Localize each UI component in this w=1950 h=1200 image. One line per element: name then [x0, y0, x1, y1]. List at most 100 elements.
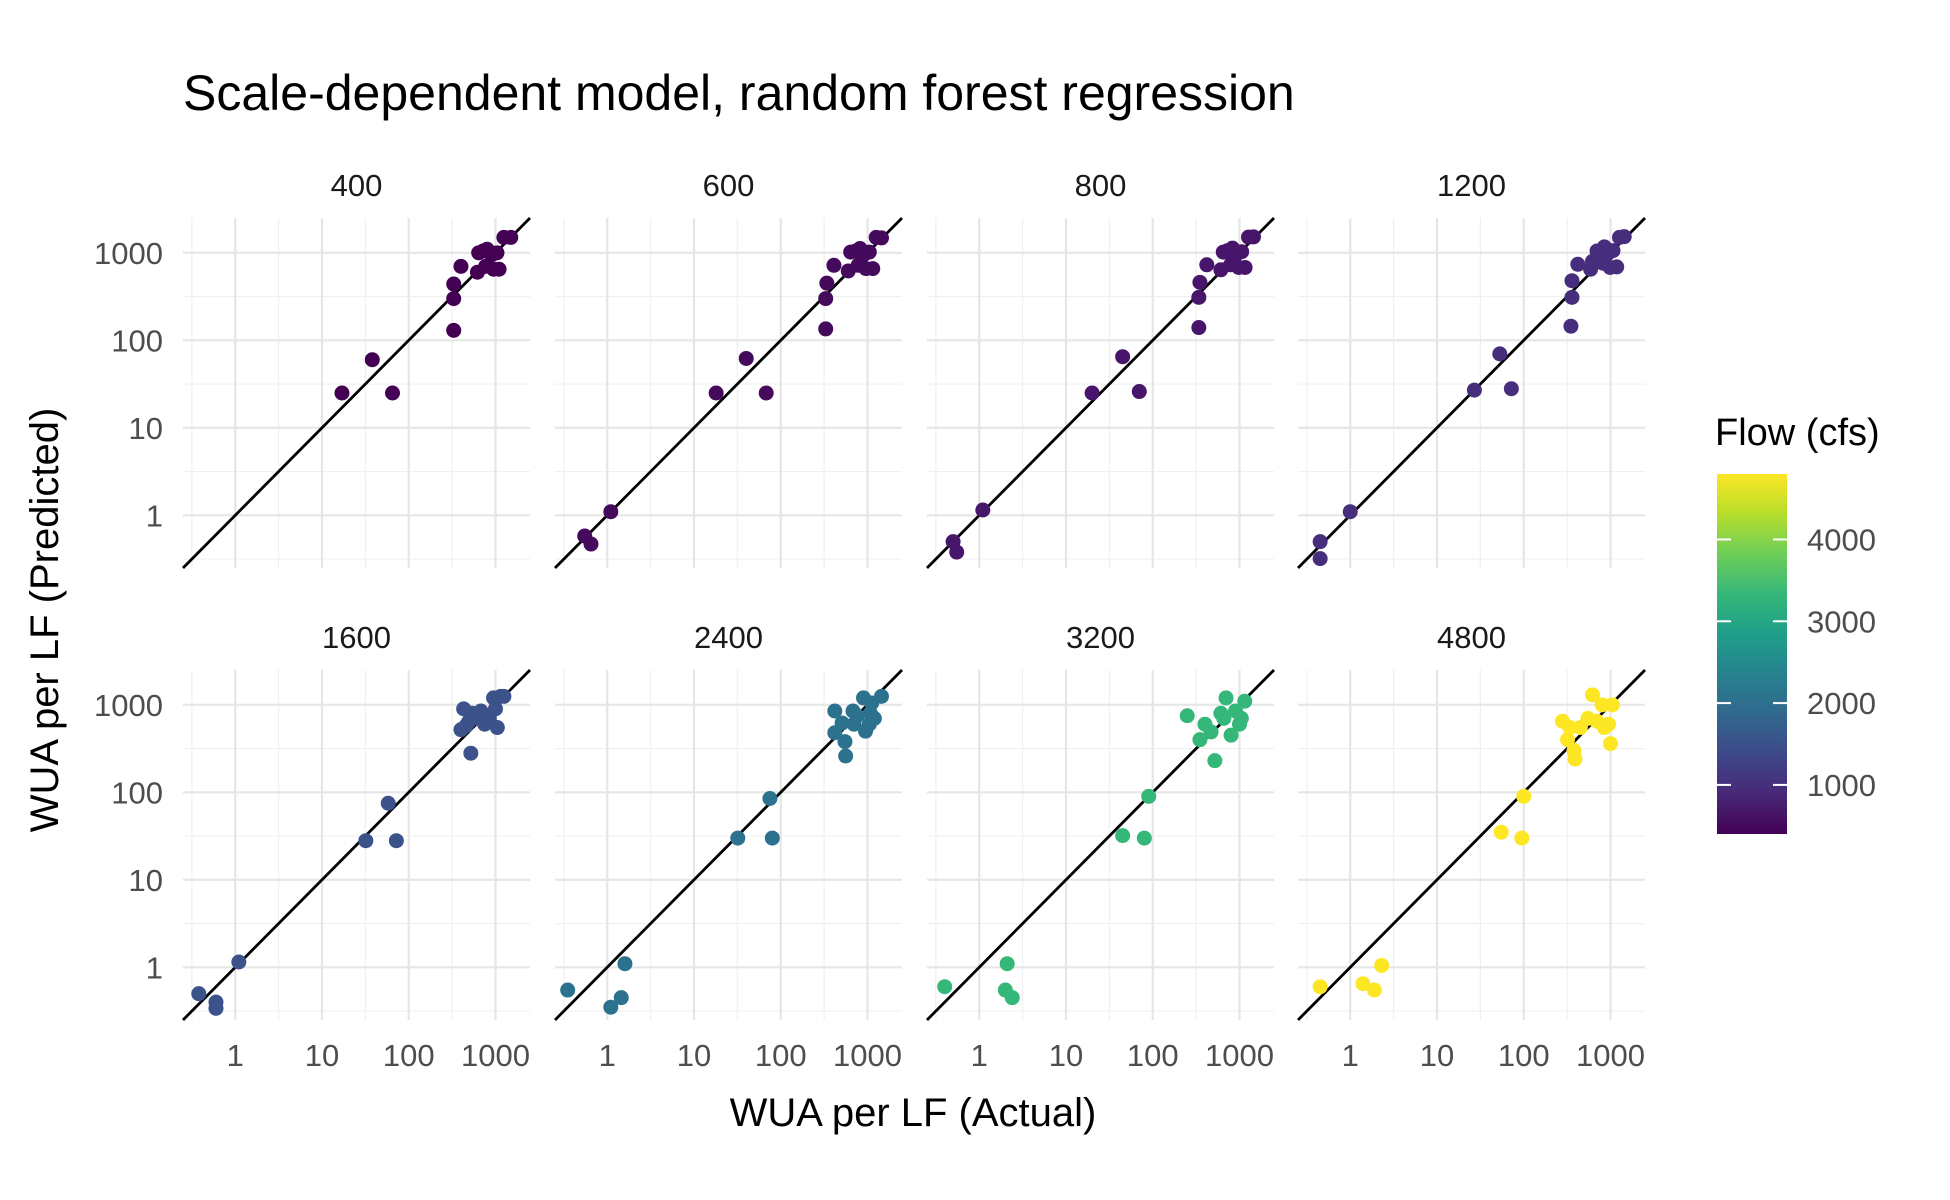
data-point [1312, 551, 1328, 567]
colorbar-tick-label: 4000 [1807, 522, 1876, 557]
data-point [1234, 244, 1250, 260]
facet-panel-1200: 1200 [1297, 168, 1646, 569]
y-tick-label: 10 [129, 863, 163, 898]
data-point [491, 261, 507, 277]
data-point [1312, 534, 1328, 550]
major-gridlines [183, 670, 530, 1020]
data-point [1564, 273, 1580, 289]
data-point [208, 994, 224, 1010]
data-point [1355, 976, 1371, 992]
data-point [1191, 320, 1207, 336]
facet-panel-4800: 4800 1 10 100 1000 [1297, 620, 1646, 1073]
data-point [613, 990, 629, 1006]
data-point [818, 321, 834, 337]
data-point [838, 748, 854, 764]
x-tick-label: 1000 [833, 1038, 902, 1073]
facet-panel-2400: 2400 1 10 100 1000 [554, 620, 903, 1073]
facet-label: 800 [1075, 168, 1127, 203]
x-tick-label: 1 [599, 1038, 616, 1073]
data-point [818, 291, 834, 307]
data-point [949, 544, 965, 560]
data-point [849, 708, 865, 724]
data-point [1563, 318, 1579, 334]
major-gridlines [927, 670, 1274, 1020]
x-tick-label: 1000 [1576, 1038, 1645, 1073]
data-point [446, 291, 462, 307]
colorbar-ticks: 1000 2000 3000 4000 [1717, 522, 1876, 803]
data-point [1564, 289, 1580, 305]
x-tick-label: 10 [305, 1038, 339, 1073]
x-tick-label: 10 [1420, 1038, 1454, 1073]
colorbar-tick-label: 2000 [1807, 686, 1876, 721]
data-point [1602, 736, 1618, 752]
data-point [446, 276, 462, 292]
data-point [1084, 385, 1100, 401]
data-point [1203, 724, 1219, 740]
y-axis-title: WUA per LF (Predicted) [23, 408, 67, 833]
data-point [384, 385, 400, 401]
x-tick-label: 1 [227, 1038, 244, 1073]
data-point [1237, 693, 1253, 709]
data-point [1503, 381, 1519, 397]
data-point [762, 790, 778, 806]
data-point [1199, 257, 1215, 273]
data-point [837, 734, 853, 750]
data-point [1218, 690, 1234, 706]
data-point [560, 982, 576, 998]
facet-panel-600: 600 [554, 168, 903, 569]
data-point [865, 261, 881, 277]
x-tick-label: 100 [755, 1038, 807, 1073]
data-point [1179, 708, 1195, 724]
colorbar-tick-label: 1000 [1807, 768, 1876, 803]
y-tick-label: 1 [146, 498, 163, 533]
facet-label: 3200 [1066, 620, 1135, 655]
facet-panels: 400 1 10 100 1000 600 800 1200 1600 1 10 100 1000 1 10… [94, 168, 1646, 1073]
minor-gridlines [927, 670, 1274, 1020]
minor-gridlines [183, 218, 530, 568]
y-tick-label: 10 [129, 411, 163, 446]
data-point [1601, 716, 1617, 732]
data-point [1466, 382, 1482, 398]
y-tick-label: 1000 [94, 236, 163, 271]
facet-panel-1600: 1600 1 10 100 1000 1 10 100 1000 [94, 620, 531, 1073]
data-point [1492, 346, 1508, 362]
x-tick-label: 100 [383, 1038, 435, 1073]
data-point [1493, 824, 1509, 840]
data-point [873, 230, 889, 246]
data-point [1374, 957, 1390, 973]
data-point [826, 257, 842, 273]
data-point [1514, 830, 1530, 846]
data-point [603, 999, 619, 1015]
data-point [388, 833, 404, 849]
data-point [1245, 229, 1261, 245]
data-point [827, 703, 843, 719]
data-point [1115, 349, 1131, 365]
data-point [503, 229, 519, 245]
data-point [1223, 727, 1239, 743]
facet-panel-400: 400 1 10 100 1000 [94, 168, 531, 569]
facet-panel-3200: 3200 1 10 100 1000 [926, 620, 1275, 1073]
data-point [617, 956, 633, 972]
major-gridlines [555, 670, 902, 1020]
data-point [364, 352, 380, 368]
x-tick-label: 1000 [1205, 1038, 1274, 1073]
minor-gridlines [927, 218, 1274, 568]
data-point [1609, 259, 1625, 275]
data-point [487, 701, 503, 717]
data-point [380, 795, 396, 811]
data-point [738, 350, 754, 366]
data-point [489, 720, 505, 736]
x-tick-label: 100 [1498, 1038, 1550, 1073]
data-point [834, 715, 850, 731]
color-legend: Flow (cfs) 1000 2000 3000 4000 [1715, 412, 1880, 834]
data-point [1207, 753, 1223, 769]
data-point [861, 244, 877, 260]
major-gridlines [1298, 670, 1645, 1020]
facet-label: 600 [703, 168, 755, 203]
x-tick-label: 1000 [461, 1038, 530, 1073]
data-point [866, 710, 882, 726]
data-point [1192, 274, 1208, 290]
data-point [1570, 256, 1586, 272]
data-point [1366, 982, 1382, 998]
